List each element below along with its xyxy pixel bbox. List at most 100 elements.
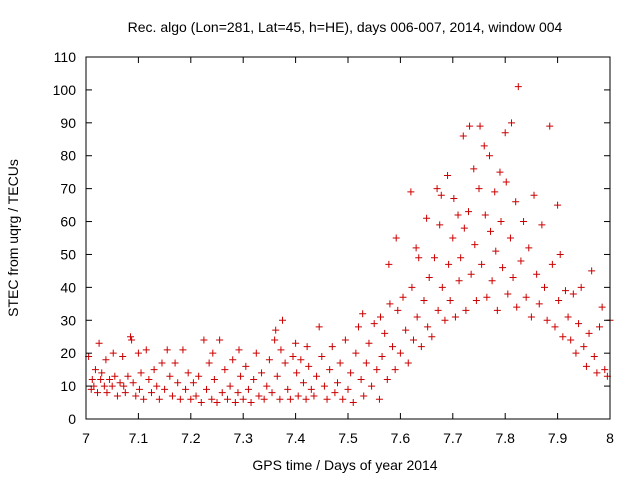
y-tick-label: 110 xyxy=(54,49,77,65)
y-tick-label: 40 xyxy=(60,279,76,295)
data-point xyxy=(496,168,504,176)
data-point xyxy=(423,214,431,222)
data-point xyxy=(546,122,554,130)
data-point xyxy=(471,241,479,249)
data-point xyxy=(564,313,572,321)
data-point xyxy=(543,316,551,324)
data-point xyxy=(297,356,305,364)
data-point xyxy=(129,379,137,387)
data-point xyxy=(378,352,386,360)
data-point xyxy=(239,395,247,403)
data-point xyxy=(271,336,279,344)
data-point xyxy=(200,336,208,344)
data-point xyxy=(428,333,436,341)
data-point xyxy=(116,379,124,387)
data-point xyxy=(554,201,562,209)
x-tick-label: 7.1 xyxy=(129,430,149,446)
data-point xyxy=(203,385,211,393)
data-point xyxy=(134,349,142,357)
data-point xyxy=(360,392,368,400)
data-point xyxy=(548,260,556,268)
data-point xyxy=(580,343,588,351)
data-point xyxy=(585,329,593,337)
data-point xyxy=(168,392,176,400)
data-point xyxy=(163,346,171,354)
data-point xyxy=(265,356,273,364)
data-point xyxy=(339,395,347,403)
data-point xyxy=(408,283,416,291)
data-point xyxy=(392,234,400,242)
data-point xyxy=(601,366,609,374)
data-point xyxy=(538,221,546,229)
data-point xyxy=(425,273,433,281)
data-point xyxy=(551,323,559,331)
data-point xyxy=(451,313,459,321)
x-tick-label: 7 xyxy=(82,430,90,446)
data-point xyxy=(252,349,260,357)
data-point xyxy=(365,339,373,347)
data-point xyxy=(320,382,328,390)
data-point xyxy=(223,395,231,403)
data-point xyxy=(359,310,367,318)
data-point xyxy=(331,389,339,397)
y-tick-label: 60 xyxy=(60,214,76,230)
data-point xyxy=(276,395,284,403)
data-point xyxy=(460,224,468,232)
data-point xyxy=(517,257,525,265)
data-point xyxy=(303,343,311,351)
x-tick-label: 7.2 xyxy=(181,430,201,446)
data-point xyxy=(394,306,402,314)
data-point xyxy=(273,372,281,380)
data-point xyxy=(436,221,444,229)
data-point xyxy=(449,234,457,242)
data-point xyxy=(307,385,315,393)
data-point xyxy=(234,389,242,397)
data-point xyxy=(334,379,342,387)
x-tick-label: 7.3 xyxy=(233,430,253,446)
data-point xyxy=(244,385,252,393)
y-tick-label: 70 xyxy=(60,181,76,197)
data-point xyxy=(263,382,271,390)
data-point xyxy=(506,234,514,242)
data-point xyxy=(507,119,515,127)
data-point xyxy=(483,293,491,301)
data-point xyxy=(313,372,321,380)
data-point xyxy=(98,369,106,377)
data-point xyxy=(417,343,425,351)
data-point xyxy=(231,399,239,407)
data-point xyxy=(294,392,302,400)
data-point xyxy=(577,283,585,291)
plot-frame xyxy=(85,56,611,420)
data-point xyxy=(124,372,132,380)
data-point xyxy=(111,372,119,380)
data-point xyxy=(161,385,169,393)
data-point xyxy=(572,349,580,357)
data-point xyxy=(344,385,352,393)
data-point xyxy=(491,188,499,196)
data-point xyxy=(488,277,496,285)
data-point xyxy=(145,376,153,384)
data-point xyxy=(389,343,397,351)
data-point xyxy=(176,395,184,403)
data-point xyxy=(347,369,355,377)
data-point xyxy=(375,395,383,403)
x-tick-label: 7.7 xyxy=(443,430,463,446)
data-point xyxy=(410,336,417,344)
data-point xyxy=(402,326,410,334)
data-point xyxy=(567,336,575,344)
data-point xyxy=(514,83,522,91)
data-point xyxy=(171,359,179,367)
data-point xyxy=(103,389,111,397)
data-point xyxy=(109,349,117,357)
data-point xyxy=(197,399,205,407)
data-point xyxy=(485,152,493,160)
data-point xyxy=(434,306,442,314)
data-point xyxy=(386,300,394,308)
data-point xyxy=(210,376,218,384)
data-point xyxy=(323,395,331,403)
data-point xyxy=(286,395,294,403)
data-point xyxy=(119,352,127,360)
y-axis-label: STEC from uqrg / TECUs xyxy=(5,159,21,317)
data-point xyxy=(108,382,116,390)
data-point xyxy=(556,250,564,258)
